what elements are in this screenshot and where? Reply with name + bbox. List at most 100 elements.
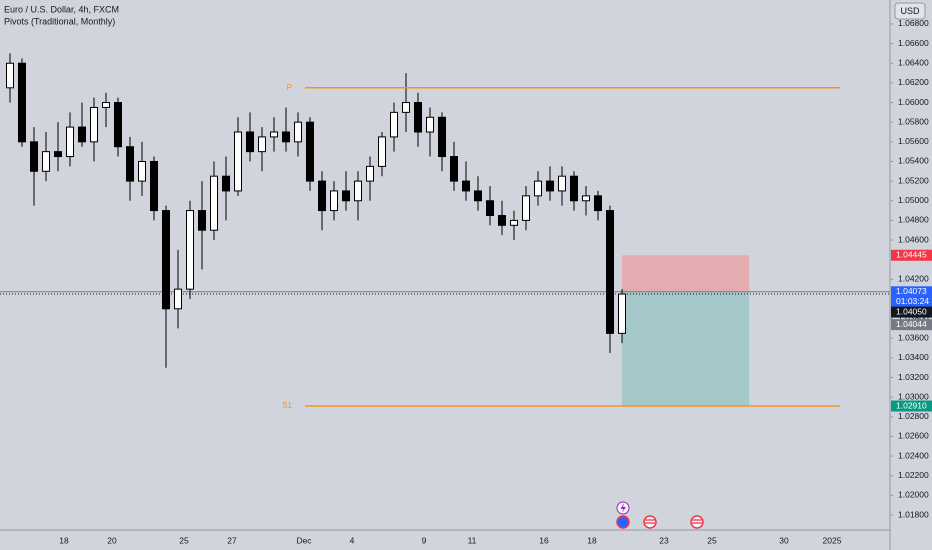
candle-body xyxy=(546,180,554,192)
candle-body xyxy=(426,116,434,133)
candle-body xyxy=(606,210,614,334)
pivot-label: P xyxy=(287,83,292,92)
candles xyxy=(6,53,626,368)
candle-body xyxy=(210,175,218,231)
countdown-label: 01:03:24 xyxy=(896,296,929,306)
candle-body xyxy=(342,190,350,202)
x-tick-label: 27 xyxy=(227,535,237,545)
x-tick-label: Dec xyxy=(296,535,312,545)
currency-label[interactable]: USD xyxy=(900,6,920,16)
candle-body xyxy=(6,62,14,89)
y-tick-label: 1.05400 xyxy=(898,156,929,166)
x-tick-label: 20 xyxy=(107,535,117,545)
y-tick-label: 1.06200 xyxy=(898,77,929,87)
y-tick-label: 1.05800 xyxy=(898,116,929,126)
candle-body xyxy=(474,190,482,202)
y-tick-label: 1.06600 xyxy=(898,38,929,48)
price-badge-label: 1.04044 xyxy=(896,319,927,329)
indicator-name: Pivots (Traditional, Monthly) xyxy=(4,16,115,26)
candle-body xyxy=(330,190,338,212)
candle-body xyxy=(42,151,50,172)
y-tick-label: 1.06000 xyxy=(898,97,929,107)
y-tick-label: 1.04200 xyxy=(898,274,929,284)
y-tick-label: 1.05600 xyxy=(898,136,929,146)
candle-body xyxy=(570,175,578,202)
candle-body xyxy=(366,165,374,182)
candle-body xyxy=(198,210,206,231)
y-tick-label: 1.03200 xyxy=(898,372,929,382)
event-markers xyxy=(616,501,704,529)
candle-body xyxy=(534,180,542,197)
y-tick-label: 1.02200 xyxy=(898,470,929,480)
candle-body xyxy=(414,102,422,133)
event-icon[interactable] xyxy=(643,515,657,529)
x-tick-label: 2025 xyxy=(823,535,842,545)
candle-body xyxy=(54,151,62,158)
candle-body xyxy=(402,102,410,113)
y-tick-label: 1.01800 xyxy=(898,509,929,519)
candle-body xyxy=(438,116,446,158)
candle-body xyxy=(30,141,38,172)
y-tick-label: 1.02800 xyxy=(898,411,929,421)
stop-zone xyxy=(622,255,750,292)
event-icon-flag xyxy=(692,519,702,524)
candle-body xyxy=(222,175,230,192)
candle-body xyxy=(558,175,566,192)
candle-body xyxy=(174,288,182,310)
candle-body xyxy=(318,180,326,212)
y-tick-label: 1.05000 xyxy=(898,195,929,205)
event-icon-flag xyxy=(645,519,655,524)
candle-body xyxy=(270,131,278,138)
y-tick-label: 1.06400 xyxy=(898,58,929,68)
y-tick-label: 1.03600 xyxy=(898,333,929,343)
candle-body xyxy=(462,180,470,192)
candle-body xyxy=(354,180,362,202)
y-tick-label: 1.02000 xyxy=(898,490,929,500)
candle-body xyxy=(78,126,86,143)
x-tick-label: 25 xyxy=(179,535,189,545)
price-badge-label: 1.04445 xyxy=(896,250,927,260)
y-tick-label: 1.04800 xyxy=(898,215,929,225)
currency-button[interactable] xyxy=(894,2,926,20)
candle-body xyxy=(150,160,158,212)
candle-body xyxy=(90,106,98,143)
x-tick-label: 18 xyxy=(59,535,69,545)
y-tick-label: 1.03800 xyxy=(898,313,929,323)
candle-body xyxy=(498,214,506,226)
candle-body xyxy=(378,136,386,167)
price-badge xyxy=(891,306,932,318)
target-zone xyxy=(622,291,750,407)
candle-body xyxy=(246,131,254,153)
x-tick-label: 11 xyxy=(468,535,477,545)
candle-body xyxy=(594,195,602,212)
x-tick-label: 30 xyxy=(779,535,789,545)
candle-body xyxy=(486,200,494,216)
candle-body xyxy=(390,111,398,138)
price-badge-label: 1.02910 xyxy=(896,400,927,410)
candle-body xyxy=(126,146,134,182)
candle-body xyxy=(450,156,458,182)
candle-body xyxy=(294,121,302,143)
candle-body xyxy=(102,102,110,108)
candle-body xyxy=(582,195,590,202)
x-tick-label: 16 xyxy=(539,535,549,545)
x-tick-label: 4 xyxy=(350,535,355,545)
candle-body xyxy=(186,210,194,290)
price-badge xyxy=(891,400,932,412)
event-icon[interactable] xyxy=(616,515,630,529)
y-tick-label: 1.02400 xyxy=(898,450,929,460)
price-badge-label: 1.04050 xyxy=(896,306,927,316)
candle-body xyxy=(138,160,146,182)
candle-body xyxy=(618,293,626,334)
event-icon[interactable] xyxy=(690,515,704,529)
candle-body xyxy=(114,102,122,148)
x-tick-label: 23 xyxy=(659,535,669,545)
event-icon-bolt xyxy=(620,503,626,513)
y-tick-label: 1.06800 xyxy=(898,18,929,28)
price-badge xyxy=(891,249,932,261)
candle-body xyxy=(522,195,530,221)
price-badge xyxy=(891,286,932,309)
price-badge xyxy=(891,319,932,331)
